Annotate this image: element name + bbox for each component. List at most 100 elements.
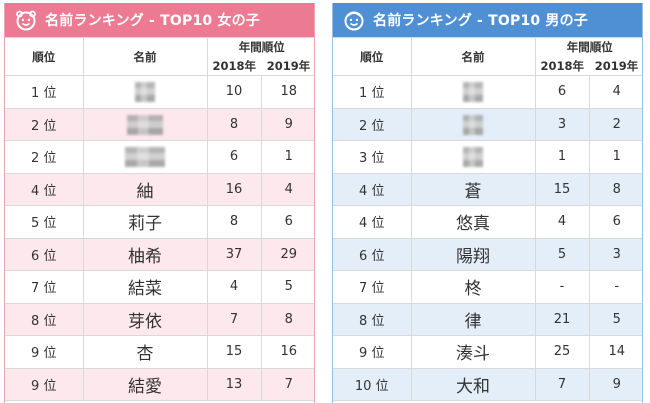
table-row: 6 位柚希 37 29 [5,237,314,271]
rank-cell: 9 位 [5,367,84,401]
rank-cell: 2 位 [5,140,84,174]
name-cell [410,107,536,141]
table-row: 8 位律 21 5 [333,302,642,336]
rank-2019-cell: 6 [260,205,314,239]
rank-cell: 1 位 [5,75,84,109]
name-cell: 芽依 [82,302,208,336]
rank-2018-cell: 3 [534,107,590,141]
rank-cell: 6 位 [5,237,84,271]
rank-2019-cell: 16 [260,335,314,369]
blurred-name-image [463,114,483,135]
annual-rank-column-header: 年間順位 [534,37,642,56]
rank-2018-cell: 37 [206,237,262,271]
smiley-face-icon [16,10,36,31]
name-cell [410,75,536,109]
table-row: 6 位陽翔 5 3 [333,237,642,271]
rank-column-header: 順位 [5,37,84,76]
blurred-name-image [127,114,163,135]
rank-cell: 2 位 [333,107,412,141]
rank-2018-cell: 6 [534,75,590,109]
table-row: 7 位柊-- [333,270,642,304]
name-cell [82,75,208,109]
rank-2019-cell: 14 [588,335,642,369]
table-row: 10 位大和 7 9 [333,367,642,401]
name-cell: 湊斗 [410,335,536,369]
smiley-face-icon [344,11,364,31]
table-row: 4 位紬 16 4 [5,172,314,206]
name-cell: 律 [410,302,536,336]
rank-cell: 9 位 [5,335,84,369]
year-2018-column-header: 2018年 [535,56,589,76]
name-cell: 莉子 [82,205,208,239]
girls-ranking-title: 名前ランキング - TOP10 女の子 [45,13,261,29]
rank-cell: 1 位 [333,75,412,109]
rank-2018-cell: 16 [206,172,262,206]
table-row: 4 位蒼 15 8 [333,172,642,206]
boys-ranking-panel: 名前ランキング - TOP10 男の子 順位 名前 年間順位 2018年 201… [332,3,643,403]
rank-2018-cell: 15 [534,172,590,206]
rank-2018-cell: 13 [206,367,262,401]
rank-cell: 7 位 [333,270,412,304]
table-row: 4 位悠真 4 6 [333,205,642,239]
name-column-header: 名前 [82,37,208,76]
rank-2018-cell: 25 [534,335,590,369]
rank-cell: 3 位 [333,140,412,174]
year-2019-column-header: 2019年 [261,56,314,76]
table-row: 8 位芽依 7 8 [5,302,314,336]
year-2019-column-header: 2019年 [589,56,642,76]
girls-ranking-header: 名前ランキング - TOP10 女の子 [5,3,314,37]
name-cell: 柊 [410,270,536,304]
rank-2019-cell: 3 [588,237,642,271]
rank-2018-cell: 1 [534,140,590,174]
girls-ranking-panel: 名前ランキング - TOP10 女の子 順位 名前 年間順位 2018年 201… [4,3,315,403]
table-row: 9 位結愛 13 7 [5,367,314,401]
name-cell: 大和 [410,367,536,401]
rank-2018-cell: 7 [206,302,262,336]
rank-cell: 2 位 [5,107,84,141]
table-row: 1 位 10 18 [5,75,314,109]
rank-column-header: 順位 [333,37,412,76]
name-cell [82,140,208,174]
rank-2019-cell: 4 [588,75,642,109]
name-cell: 蒼 [410,172,536,206]
name-cell: 紬 [82,172,208,206]
rank-2019-cell: 7 [260,367,314,401]
name-cell: 柚希 [82,237,208,271]
rank-2018-cell: 7 [534,367,590,401]
rank-2019-cell: 29 [260,237,314,271]
rank-2018-cell: 8 [206,205,262,239]
rank-2019-cell: 5 [588,302,642,336]
rank-cell: 5 位 [5,205,84,239]
rank-2019-cell: 9 [588,367,642,401]
rank-2018-cell: 4 [534,205,590,239]
annual-rank-column-header: 年間順位 [206,37,314,56]
rank-2018-cell: 4 [206,270,262,304]
rank-2018-cell: 15 [206,335,262,369]
rank-cell: 4 位 [5,172,84,206]
blurred-name-image [463,147,483,167]
rank-2019-cell: 18 [260,75,314,109]
rank-2019-cell: - [588,270,642,304]
rank-2019-cell: 1 [260,140,314,174]
table-row: 9 位杏 15 16 [5,335,314,369]
rank-cell: 7 位 [5,270,84,304]
name-cell: 結愛 [82,367,208,401]
name-cell: 悠真 [410,205,536,239]
rank-cell: 8 位 [333,302,412,336]
rank-2018-cell: - [534,270,590,304]
rank-2018-cell: 8 [206,107,262,141]
year-2018-column-header: 2018年 [207,56,261,76]
rank-2019-cell: 1 [588,140,642,174]
blurred-name-image [135,82,155,102]
name-cell [82,107,208,141]
rank-2019-cell: 2 [588,107,642,141]
name-cell: 結菜 [82,270,208,304]
rank-cell: 9 位 [333,335,412,369]
rank-2019-cell: 6 [588,205,642,239]
rank-cell: 10 位 [333,367,412,401]
